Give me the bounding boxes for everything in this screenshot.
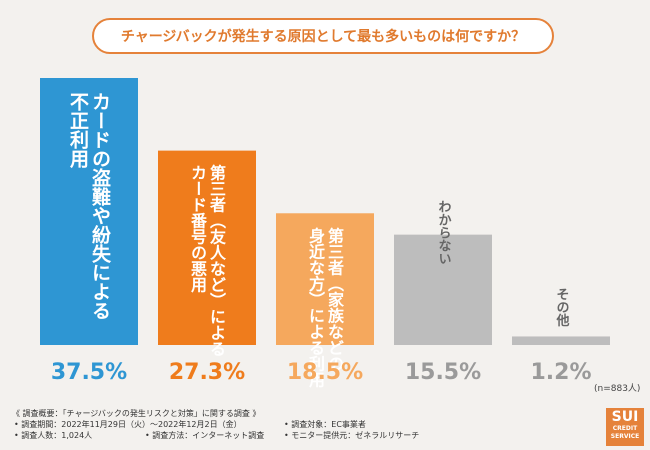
value-label-2: 27.3%: [169, 360, 245, 385]
value-label-3: 18.5%: [287, 360, 363, 385]
category-label-line: わからない: [436, 200, 452, 265]
bar-4: [394, 234, 492, 345]
value-label-5: 1.2%: [530, 360, 591, 385]
sui-credit-service-logo: SUI CREDIT SERVICE: [606, 408, 644, 446]
bar-2: [158, 150, 256, 345]
survey-respondents: • 調査人数：1,024人: [14, 431, 93, 440]
category-label-line: 不正利用: [67, 92, 89, 169]
category-label-line: 身近な方）による利用: [306, 226, 325, 388]
survey-target: • 調査対象：EC事業者: [284, 420, 366, 429]
category-label-line: カードの盗難や紛失による: [89, 92, 111, 320]
bar-5: [512, 336, 610, 345]
question-banner: チャージバックが発生する原因として最も多いものは何ですか？: [92, 18, 554, 54]
category-label-5: その他: [554, 287, 571, 327]
survey-method: • 調査方法：インターネット調査: [145, 431, 265, 440]
bar-3: [276, 213, 374, 345]
value-label-4: 15.5%: [405, 360, 481, 385]
category-label-4: わからない: [436, 200, 452, 265]
category-label-line: カード番号の悪用: [188, 165, 208, 294]
category-label-line: その他: [554, 287, 571, 327]
sample-size-note: (n=883人): [594, 384, 641, 394]
category-label-line: 第三者（家族などの: [325, 226, 345, 371]
survey-provider: • モニター提供元：ゼネラルリサーチ: [284, 431, 420, 440]
bar-1: [40, 78, 138, 345]
value-label-1: 37.5%: [51, 360, 127, 385]
survey-notes: 《 調査概要：「チャージバックの発生リスクと対策」に関する調査 》 • 調査期間…: [12, 408, 592, 448]
category-label-line: 第三者（友人など）による: [207, 164, 227, 357]
survey-title: 《 調査概要：「チャージバックの発生リスクと対策」に関する調査 》: [12, 409, 261, 418]
survey-period: • 調査期間：2022年11月29日（火）～2022年12月2日（金）: [14, 420, 242, 429]
